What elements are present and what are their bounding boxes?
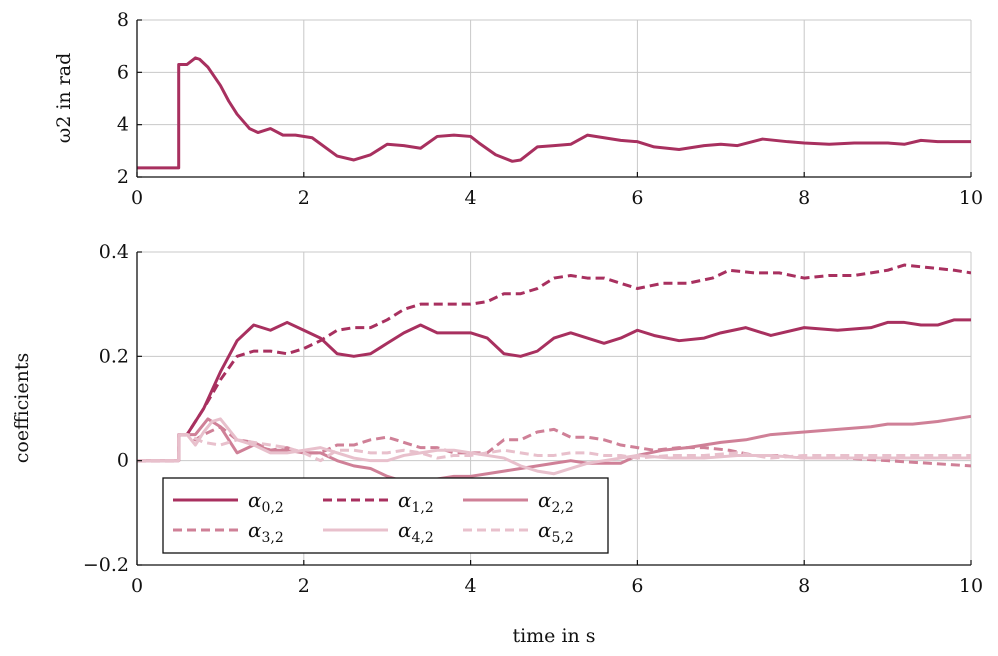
x-tick-label: 6 xyxy=(631,187,643,209)
y-axis-label: coefficients xyxy=(11,353,33,463)
y-tick-label: 2 xyxy=(117,166,129,188)
y-tick-label: 0.4 xyxy=(99,241,129,263)
series-line-3-2 xyxy=(137,425,971,468)
x-tick-label: 8 xyxy=(798,187,810,209)
series-group xyxy=(137,263,971,484)
series-line-1-2 xyxy=(137,263,971,463)
series-group xyxy=(137,56,971,170)
legend-box xyxy=(162,477,609,554)
legend-label: α2,2 xyxy=(538,488,574,516)
x-tick-label: 0 xyxy=(131,187,143,209)
x-tick-label: 2 xyxy=(298,575,310,597)
y-tick-label: 8 xyxy=(117,9,129,31)
series-line-0-2 xyxy=(137,318,971,463)
series-line-5-2 xyxy=(137,433,971,463)
x-tick-label: 8 xyxy=(798,575,810,597)
x-tick-label: 2 xyxy=(298,187,310,209)
y-axis-label: ω2 in rad xyxy=(53,53,75,144)
plot-area xyxy=(137,20,971,177)
legend-label: α5,2 xyxy=(538,518,574,546)
series-line-2-2 xyxy=(137,414,971,484)
legend-label: α1,2 xyxy=(398,488,434,516)
legend-label: α0,2 xyxy=(248,488,284,516)
x-tick-label: 10 xyxy=(959,575,983,597)
x-tick-label: 10 xyxy=(959,187,983,209)
x-tick-label: 6 xyxy=(631,575,643,597)
x-tick-label: 4 xyxy=(465,187,477,209)
legend-label: α4,2 xyxy=(398,518,434,546)
y-tick-label: 6 xyxy=(117,61,129,83)
x-tick-label: 0 xyxy=(131,575,143,597)
y-tick-label: 0 xyxy=(117,450,129,472)
x-axis-label: time in s xyxy=(512,625,595,647)
series-line-0 xyxy=(137,56,971,170)
legend: α0,2 α1,2 α2,2 α3,2 α4,2 α5,2 xyxy=(162,477,609,554)
series-line-4-2 xyxy=(137,417,971,476)
y-tick-label: −0.2 xyxy=(83,554,129,576)
x-tick-label: 4 xyxy=(465,575,477,597)
y-tick-label: 0.2 xyxy=(99,345,129,367)
y-tick-label: 4 xyxy=(117,114,129,136)
legend-label: α3,2 xyxy=(248,518,284,546)
